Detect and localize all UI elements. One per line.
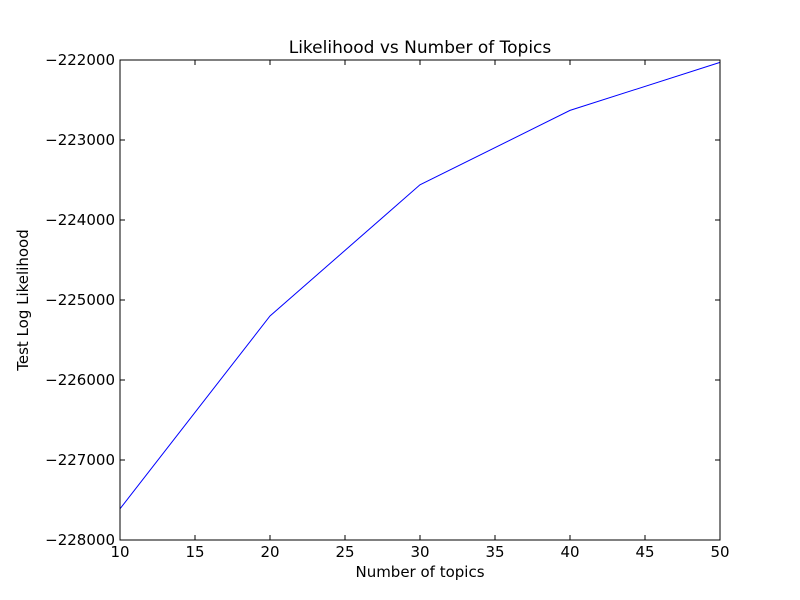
- x-tick-label: 15: [185, 543, 204, 561]
- x-axis-label: Number of topics: [355, 563, 484, 581]
- series-line: [119, 61, 721, 510]
- y-tick-label: −227000: [45, 451, 115, 469]
- y-tick-label: −226000: [45, 371, 115, 389]
- x-tick-label: 25: [335, 543, 354, 561]
- x-tick-label: 20: [260, 543, 279, 561]
- plot-area-background: [120, 60, 720, 540]
- x-tick-label: 40: [560, 543, 579, 561]
- x-tick-label: 45: [635, 543, 654, 561]
- series-layer: [119, 61, 721, 510]
- y-axis-ticks: −228000 −227000 −226000 −225000 −224000 −2230…: [45, 51, 720, 549]
- x-tick-label: 10: [110, 543, 129, 561]
- x-tick-label: 50: [710, 543, 729, 561]
- x-tick-label: 30: [410, 543, 429, 561]
- x-tick-label: 35: [485, 543, 504, 561]
- y-tick-label: −222000: [45, 51, 115, 69]
- y-tick-label: −223000: [45, 131, 115, 149]
- x-axis-ticks: 10 15 20 25 30 35 40 45 50: [110, 60, 730, 561]
- y-axis-label: Test Log Likelihood: [14, 229, 32, 372]
- chart-title: Likelihood vs Number of Topics: [289, 38, 552, 58]
- y-tick-label: −228000: [45, 531, 115, 549]
- y-tick-label: −225000: [45, 291, 115, 309]
- y-tick-label: −224000: [45, 211, 115, 229]
